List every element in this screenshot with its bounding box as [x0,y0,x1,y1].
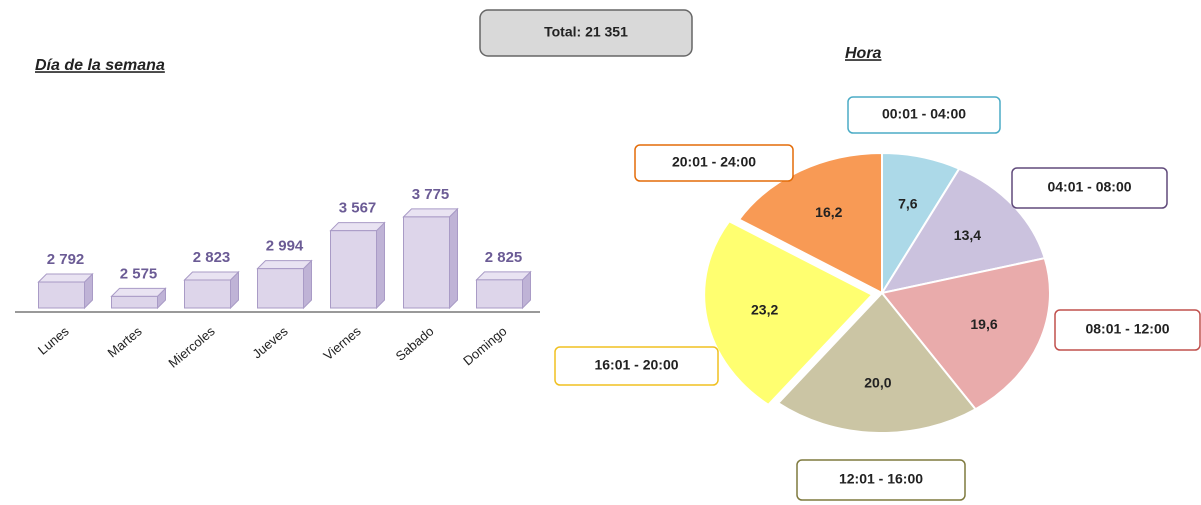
value-label: 2 994 [266,238,304,255]
bar [111,295,158,309]
x-tick-label: Viernes [320,323,364,363]
value-label: 3 567 [339,200,377,217]
x-tick-label: Jueves [249,323,291,361]
pie-slice [776,291,978,434]
x-tick-label: Domingo [460,323,510,368]
value-label: 2 823 [193,249,231,266]
bar-side [376,221,385,310]
pie-slice [703,219,874,407]
pie-slice [880,257,1051,411]
slice-value-label: 20,0 [864,375,891,391]
bar-top [256,260,313,270]
x-tick-label: Martes [105,323,145,360]
bar [403,216,450,309]
bar-top [183,271,240,281]
legend-label: 20:01 - 24:00 [672,154,756,170]
x-tick-label: Sabado [393,323,437,363]
pie-slice [737,151,883,295]
bar-side [449,207,458,310]
legend-box [796,459,966,501]
slice-value-label: 16,2 [815,204,842,220]
bar [38,281,85,309]
total-box [479,9,693,57]
bar-top [402,208,459,218]
legend-label: 08:01 - 12:00 [1085,321,1169,337]
legend-box [847,96,1001,134]
legend-label: 04:01 - 08:00 [1047,179,1131,195]
total-label: Total: 21 351 [544,24,628,40]
value-label: 3 775 [412,186,450,203]
value-label: 2 792 [47,251,85,268]
x-tick-label: Miercoles [165,323,218,371]
value-label: 2 825 [485,249,523,266]
legend-label: 00:01 - 04:00 [882,106,966,122]
bar-title: Día de la semana [35,57,165,74]
slice-value-label: 23,2 [751,301,778,317]
legend-box [1011,167,1168,209]
legend-box [634,144,794,182]
bar [476,279,523,309]
bar-top [475,271,532,281]
pie-title: Hora [845,45,882,62]
slice-value-label: 13,4 [954,227,981,243]
bar-top [329,222,386,232]
bar [184,279,231,309]
slice-value-label: 19,6 [970,316,997,332]
legend-box [1054,309,1201,351]
bar-top [110,287,167,297]
bar [330,230,377,309]
bar [257,268,304,309]
x-tick-label: Lunes [35,323,72,358]
bar-top [37,273,94,283]
value-label: 2 575 [120,265,158,282]
legend-label: 16:01 - 20:00 [594,357,678,373]
slice-value-label: 7,6 [898,195,918,211]
legend-box [554,346,719,386]
legend-label: 12:01 - 16:00 [839,471,923,487]
